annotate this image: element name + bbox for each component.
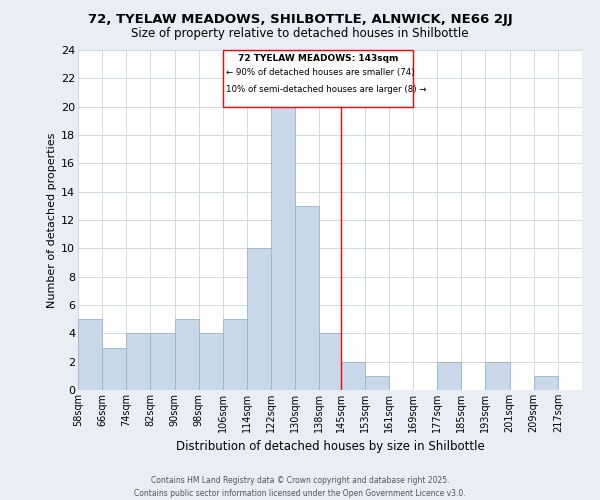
Bar: [485, 362, 509, 390]
Text: Size of property relative to detached houses in Shilbottle: Size of property relative to detached ho…: [131, 28, 469, 40]
Bar: [102, 348, 126, 390]
Bar: [223, 319, 247, 390]
FancyBboxPatch shape: [223, 50, 413, 106]
Bar: [271, 106, 295, 390]
Y-axis label: Number of detached properties: Number of detached properties: [47, 132, 57, 308]
Bar: [199, 334, 223, 390]
Bar: [341, 362, 365, 390]
Bar: [151, 334, 175, 390]
X-axis label: Distribution of detached houses by size in Shilbottle: Distribution of detached houses by size …: [176, 440, 484, 454]
Bar: [295, 206, 319, 390]
Bar: [534, 376, 558, 390]
Text: 72 TYELAW MEADOWS: 143sqm: 72 TYELAW MEADOWS: 143sqm: [238, 54, 398, 62]
Bar: [126, 334, 151, 390]
Bar: [437, 362, 461, 390]
Text: ← 90% of detached houses are smaller (74): ← 90% of detached houses are smaller (74…: [226, 68, 415, 78]
Bar: [175, 319, 199, 390]
Text: Contains HM Land Registry data © Crown copyright and database right 2025.
Contai: Contains HM Land Registry data © Crown c…: [134, 476, 466, 498]
Bar: [247, 248, 271, 390]
Text: 72, TYELAW MEADOWS, SHILBOTTLE, ALNWICK, NE66 2JJ: 72, TYELAW MEADOWS, SHILBOTTLE, ALNWICK,…: [88, 12, 512, 26]
Bar: [365, 376, 389, 390]
Text: 10% of semi-detached houses are larger (8) →: 10% of semi-detached houses are larger (…: [226, 86, 427, 94]
Bar: [319, 334, 341, 390]
Bar: [78, 319, 102, 390]
